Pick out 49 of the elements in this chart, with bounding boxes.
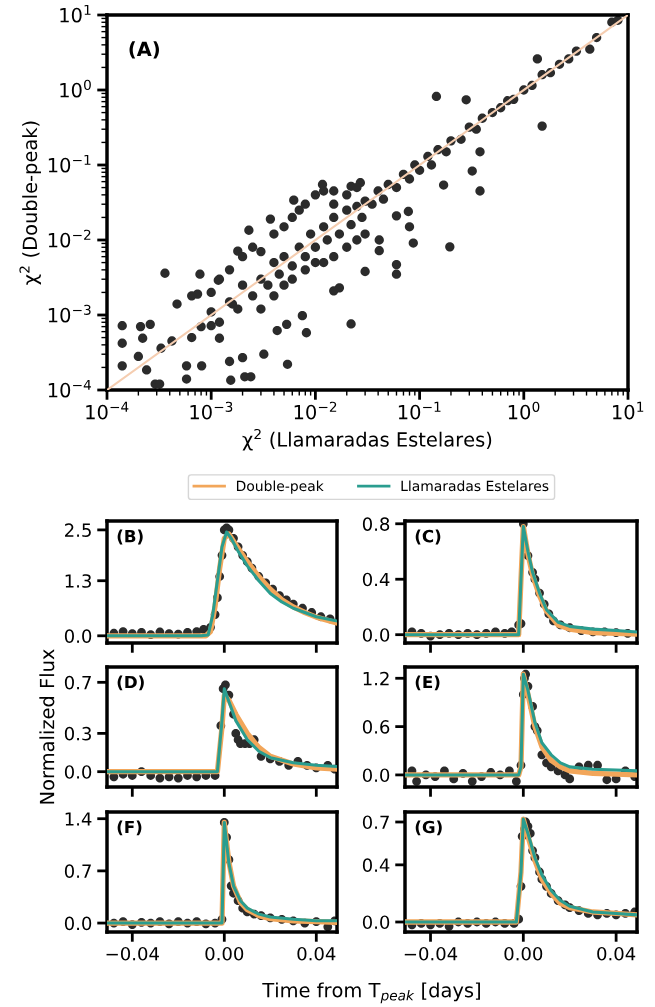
- y-tick-label: 1.3: [65, 574, 91, 588]
- y-tick-label: 1.4: [65, 812, 92, 826]
- y-tick-label: 0.3: [64, 726, 91, 741]
- y-tick-label: 0.4: [362, 858, 390, 872]
- x-tick-label: 10$^{−4}$: [86, 401, 129, 420]
- y-tick-label: 10$^{−1}$: [48, 154, 91, 173]
- annotation: (G): [415, 820, 442, 836]
- legend-label: Llamaradas Estelares: [401, 480, 549, 492]
- y-tick-label: 0.0: [64, 629, 92, 643]
- y-tick-label: 10$^{1}$: [60, 4, 91, 23]
- y-tick-label: 0.7: [64, 864, 91, 878]
- x-tick-label: 10$^{−3}$: [190, 401, 233, 420]
- y-tick-label: 0.8: [362, 517, 390, 531]
- legend-label: Double-peak: [236, 480, 324, 494]
- x-tick-label: 10$^{−1}$: [398, 401, 441, 420]
- y-axis-title: χ$^{2}$ (Double-peak): [19, 121, 41, 285]
- x-axis-title: Time from T$_{peak}$ [days]: [262, 982, 480, 1004]
- y-tick-label: 0.7: [362, 815, 389, 830]
- y-tick-label: 10$^{−4}$: [48, 379, 91, 398]
- y-tick-label: 0.0: [64, 765, 92, 779]
- x-tick-label: −0.04: [106, 946, 159, 961]
- x-tick-label: 10$^{0}$: [508, 401, 540, 420]
- y-tick-label: 0.0: [362, 768, 390, 783]
- y-tick-label: 0.4: [362, 572, 390, 587]
- y-tick-label: 10$^{−3}$: [48, 304, 91, 323]
- y-tick-label: 0.7: [64, 675, 91, 690]
- x-tick-label: −0.04: [404, 946, 458, 961]
- x-tick-label: 10$^{−2}$: [294, 401, 337, 420]
- annotation: (A): [129, 41, 159, 59]
- y-tick-label: 0.0: [362, 628, 390, 642]
- x-tick-label: 0.00: [504, 946, 543, 961]
- y-tick-label: 1.2: [363, 671, 389, 686]
- x-tick-label: 0.04: [597, 946, 636, 961]
- annotation: (C): [415, 529, 441, 545]
- y-tick-label: 0.6: [362, 720, 390, 734]
- x-tick-label: 10$^{1}$: [613, 401, 644, 420]
- annotation: (D): [117, 675, 144, 691]
- y-tick-label: 0.0: [362, 915, 390, 930]
- x-axis-title: χ$^{2}$ (Llamaradas Estelares): [242, 428, 492, 451]
- y-tick-label: 10$^{−2}$: [48, 229, 91, 248]
- annotation: (E): [415, 675, 440, 691]
- x-tick-label: 0.00: [205, 946, 244, 961]
- y-tick-label: 2.5: [65, 523, 91, 538]
- x-tick-label: 0.04: [297, 946, 336, 961]
- annotation: (B): [117, 529, 143, 545]
- y-tick-label: 0.0: [64, 916, 92, 931]
- annotation: (F): [117, 820, 142, 836]
- y-axis-title: Normalized Flux: [39, 649, 55, 804]
- y-tick-label: 10$^{0}$: [60, 79, 91, 98]
